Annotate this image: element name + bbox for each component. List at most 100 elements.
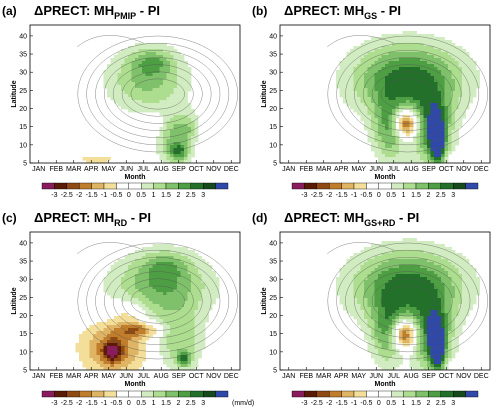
field-cell — [437, 316, 442, 320]
field-cell — [451, 352, 456, 356]
field-cell — [444, 112, 449, 116]
field-cell — [173, 343, 178, 347]
field-cell — [187, 295, 192, 299]
field-cell — [434, 118, 438, 122]
field-cell — [430, 73, 435, 77]
x-tick-label: JUL — [138, 166, 151, 173]
field-cell — [374, 76, 379, 80]
field-cell — [173, 286, 178, 290]
field-cell — [89, 157, 94, 161]
field-cell — [399, 79, 403, 83]
field-cell — [371, 349, 375, 353]
field-cell — [423, 58, 428, 62]
field-cell — [131, 358, 136, 362]
field-cell — [343, 301, 347, 305]
field-cell — [409, 148, 414, 152]
field-cell — [350, 61, 354, 65]
field-cell — [173, 139, 178, 143]
field-cell — [427, 133, 431, 137]
field-cell — [437, 64, 442, 68]
field-cell — [437, 262, 442, 266]
field-cell — [409, 313, 414, 317]
field-cell — [441, 151, 445, 155]
field-cell — [121, 67, 125, 71]
field-cell — [444, 250, 449, 254]
field-cell — [128, 331, 132, 335]
field-cell — [371, 142, 375, 146]
field-cell — [184, 349, 188, 353]
field-cell — [465, 283, 470, 287]
field-cell — [385, 346, 389, 350]
field-cell — [378, 331, 382, 335]
field-cell — [444, 280, 449, 284]
field-cell — [371, 67, 375, 71]
field-cell — [416, 46, 421, 50]
field-cell — [187, 340, 192, 344]
field-cell — [121, 82, 125, 86]
field-cell — [117, 73, 122, 77]
field-cell — [100, 346, 104, 350]
field-cell — [184, 133, 188, 137]
field-cell — [381, 352, 386, 356]
field-cell — [180, 100, 185, 104]
field-cell — [420, 253, 424, 257]
field-cell — [364, 79, 368, 83]
field-cell — [149, 43, 153, 47]
field-cell — [198, 337, 202, 341]
field-cell — [392, 283, 396, 287]
x-tick-label: AUG — [154, 166, 169, 173]
field-cell — [406, 94, 410, 98]
field-cell — [374, 91, 379, 95]
field-cell — [371, 130, 375, 134]
field-cell — [409, 67, 414, 71]
field-cell — [117, 79, 122, 83]
field-cell — [367, 55, 372, 59]
field-cell — [430, 115, 435, 119]
field-cell — [205, 271, 209, 275]
field-cell — [350, 64, 354, 68]
field-cell — [364, 334, 368, 338]
field-cell — [458, 109, 463, 113]
field-cell — [131, 67, 136, 71]
field-cell — [434, 298, 438, 302]
field-cell — [413, 70, 417, 74]
field-cell — [434, 154, 438, 158]
field-cell — [107, 286, 111, 290]
field-cell — [399, 91, 403, 95]
field-cell — [378, 265, 382, 269]
field-cell — [381, 262, 386, 266]
field-cell — [353, 106, 358, 110]
field-cell — [444, 283, 449, 287]
field-cell — [465, 61, 470, 65]
field-cell — [128, 94, 132, 98]
field-cell — [427, 85, 431, 89]
field-cell — [205, 292, 209, 296]
y-tick-label: 35 — [269, 52, 277, 59]
field-cell — [117, 55, 122, 59]
field-cell — [187, 334, 192, 338]
field-cell — [385, 265, 389, 269]
field-cell — [131, 61, 136, 65]
field-cell — [441, 43, 445, 47]
field-cell — [448, 118, 452, 122]
field-cell — [427, 241, 431, 245]
field-cell — [371, 88, 375, 92]
field-cell — [191, 283, 195, 287]
field-cell — [145, 280, 150, 284]
field-cell — [458, 106, 463, 110]
field-cell — [385, 130, 389, 134]
field-cell — [138, 286, 143, 290]
field-cell — [128, 256, 132, 260]
field-cell — [194, 313, 199, 317]
field-cell — [458, 76, 463, 80]
field-cell — [378, 106, 382, 110]
field-cell — [381, 364, 386, 368]
field-cell — [198, 271, 202, 275]
field-cell — [177, 313, 181, 317]
field-cell — [180, 340, 185, 344]
field-cell — [110, 331, 115, 335]
field-cell — [437, 322, 442, 326]
field-cell — [75, 343, 80, 347]
field-cell — [121, 295, 125, 299]
